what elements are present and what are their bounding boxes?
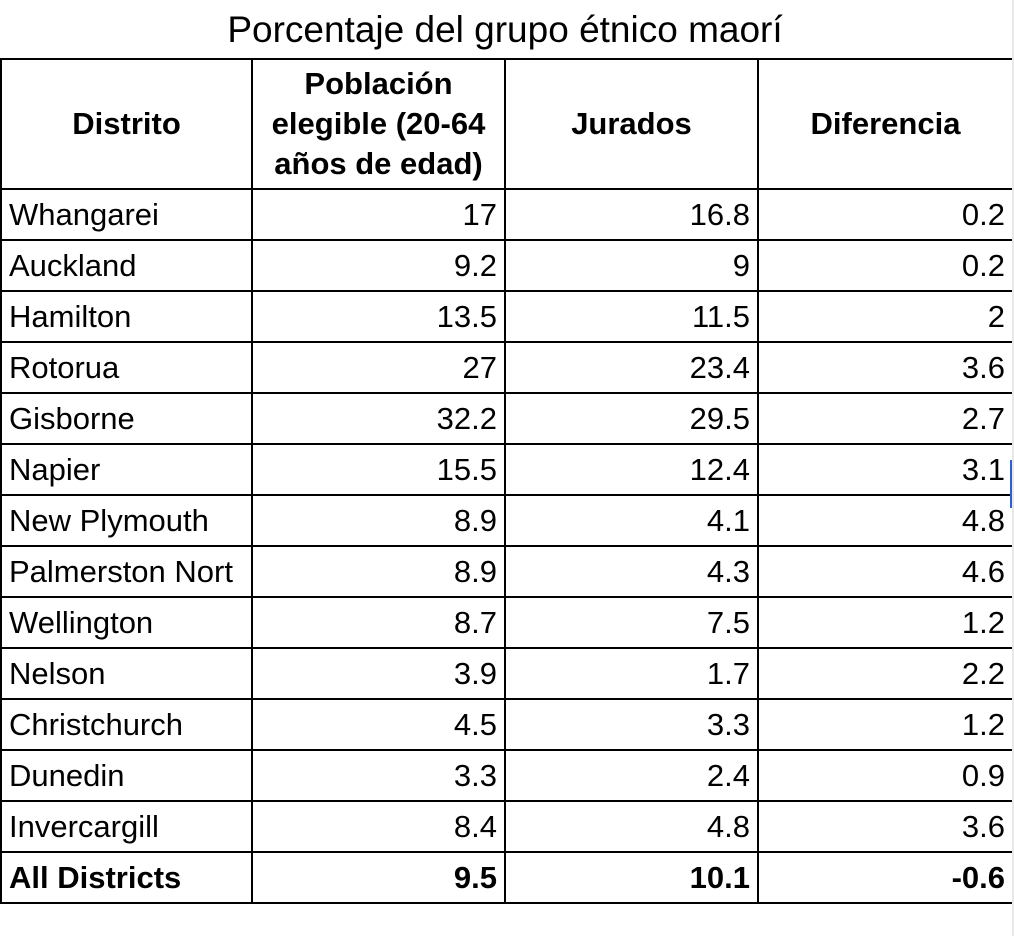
difference-cell[interactable]: 3.6 — [757, 800, 1014, 853]
total-population-cell[interactable]: 9.5 — [251, 851, 506, 904]
table-row: Hamilton 13.5 11.5 2 — [0, 290, 1014, 343]
table-row: Invercargill 8.4 4.8 3.6 — [0, 800, 1014, 853]
jurors-cell[interactable]: 3.3 — [504, 698, 759, 751]
difference-cell[interactable]: 2.2 — [757, 647, 1014, 700]
district-cell[interactable]: Palmerston Nort — [0, 545, 253, 598]
jurors-cell[interactable]: 23.4 — [504, 341, 759, 394]
header-row: Distrito Población elegible (20-64 años … — [0, 58, 1014, 190]
header-jurados[interactable]: Jurados — [504, 58, 759, 190]
total-district-cell[interactable]: All Districts — [0, 851, 253, 904]
jurors-cell[interactable]: 29.5 — [504, 392, 759, 445]
difference-cell[interactable]: 2.7 — [757, 392, 1014, 445]
jurors-cell[interactable]: 16.8 — [504, 188, 759, 241]
table-row: Wellington 8.7 7.5 1.2 — [0, 596, 1014, 649]
population-cell[interactable]: 8.4 — [251, 800, 506, 853]
difference-cell[interactable]: 3.1 — [757, 443, 1014, 496]
district-cell[interactable]: Rotorua — [0, 341, 253, 394]
difference-cell[interactable]: 0.2 — [757, 239, 1014, 292]
difference-cell[interactable]: 1.2 — [757, 596, 1014, 649]
difference-cell[interactable]: 2 — [757, 290, 1014, 343]
jurors-cell[interactable]: 9 — [504, 239, 759, 292]
difference-cell[interactable]: 4.6 — [757, 545, 1014, 598]
district-cell[interactable]: Invercargill — [0, 800, 253, 853]
table-row: Christchurch 4.5 3.3 1.2 — [0, 698, 1014, 751]
sheet-edge — [1012, 0, 1014, 936]
population-cell[interactable]: 3.9 — [251, 647, 506, 700]
district-cell[interactable]: Auckland — [0, 239, 253, 292]
population-cell[interactable]: 13.5 — [251, 290, 506, 343]
jurors-cell[interactable]: 11.5 — [504, 290, 759, 343]
jurors-cell[interactable]: 12.4 — [504, 443, 759, 496]
population-cell[interactable]: 27 — [251, 341, 506, 394]
table-row: Gisborne 32.2 29.5 2.7 — [0, 392, 1014, 445]
difference-cell[interactable]: 0.2 — [757, 188, 1014, 241]
district-cell[interactable]: Whangarei — [0, 188, 253, 241]
jurors-cell[interactable]: 2.4 — [504, 749, 759, 802]
population-cell[interactable]: 3.3 — [251, 749, 506, 802]
district-cell[interactable]: Wellington — [0, 596, 253, 649]
header-poblacion[interactable]: Población elegible (20-64 años de edad) — [251, 58, 506, 190]
table-row: Napier 15.5 12.4 3.1 — [0, 443, 1014, 496]
district-cell[interactable]: Nelson — [0, 647, 253, 700]
population-cell[interactable]: 9.2 — [251, 239, 506, 292]
population-cell[interactable]: 8.7 — [251, 596, 506, 649]
table-title: Porcentaje del grupo étnico maorí — [227, 9, 783, 50]
table-row: Palmerston Nort 8.9 4.3 4.6 — [0, 545, 1014, 598]
difference-cell[interactable]: 4.8 — [757, 494, 1014, 547]
table-row: Nelson 3.9 1.7 2.2 — [0, 647, 1014, 700]
population-cell[interactable]: 32.2 — [251, 392, 506, 445]
table-row: New Plymouth 8.9 4.1 4.8 — [0, 494, 1014, 547]
cell-cursor-indicator — [1010, 460, 1012, 508]
difference-cell[interactable]: 3.6 — [757, 341, 1014, 394]
jurors-cell[interactable]: 4.3 — [504, 545, 759, 598]
difference-cell[interactable]: 0.9 — [757, 749, 1014, 802]
total-difference-cell[interactable]: -0.6 — [757, 851, 1014, 904]
total-row: All Districts 9.5 10.1 -0.6 — [0, 851, 1014, 904]
table-row: Auckland 9.2 9 0.2 — [0, 239, 1014, 292]
table-row: Rotorua 27 23.4 3.6 — [0, 341, 1014, 394]
population-cell[interactable]: 17 — [251, 188, 506, 241]
table-row: Dunedin 3.3 2.4 0.9 — [0, 749, 1014, 802]
header-diferencia[interactable]: Diferencia — [757, 58, 1014, 190]
jurors-cell[interactable]: 4.1 — [504, 494, 759, 547]
population-cell[interactable]: 4.5 — [251, 698, 506, 751]
district-cell[interactable]: Hamilton — [0, 290, 253, 343]
data-table: Distrito Población elegible (20-64 años … — [0, 58, 1014, 904]
difference-cell[interactable]: 1.2 — [757, 698, 1014, 751]
district-cell[interactable]: Dunedin — [0, 749, 253, 802]
header-distrito[interactable]: Distrito — [0, 58, 253, 190]
population-cell[interactable]: 8.9 — [251, 494, 506, 547]
population-cell[interactable]: 8.9 — [251, 545, 506, 598]
total-jurors-cell[interactable]: 10.1 — [504, 851, 759, 904]
district-cell[interactable]: Christchurch — [0, 698, 253, 751]
district-cell[interactable]: Napier — [0, 443, 253, 496]
table-row: Whangarei 17 16.8 0.2 — [0, 188, 1014, 241]
jurors-cell[interactable]: 7.5 — [504, 596, 759, 649]
district-cell[interactable]: New Plymouth — [0, 494, 253, 547]
jurors-cell[interactable]: 1.7 — [504, 647, 759, 700]
population-cell[interactable]: 15.5 — [251, 443, 506, 496]
jurors-cell[interactable]: 4.8 — [504, 800, 759, 853]
district-cell[interactable]: Gisborne — [0, 392, 253, 445]
